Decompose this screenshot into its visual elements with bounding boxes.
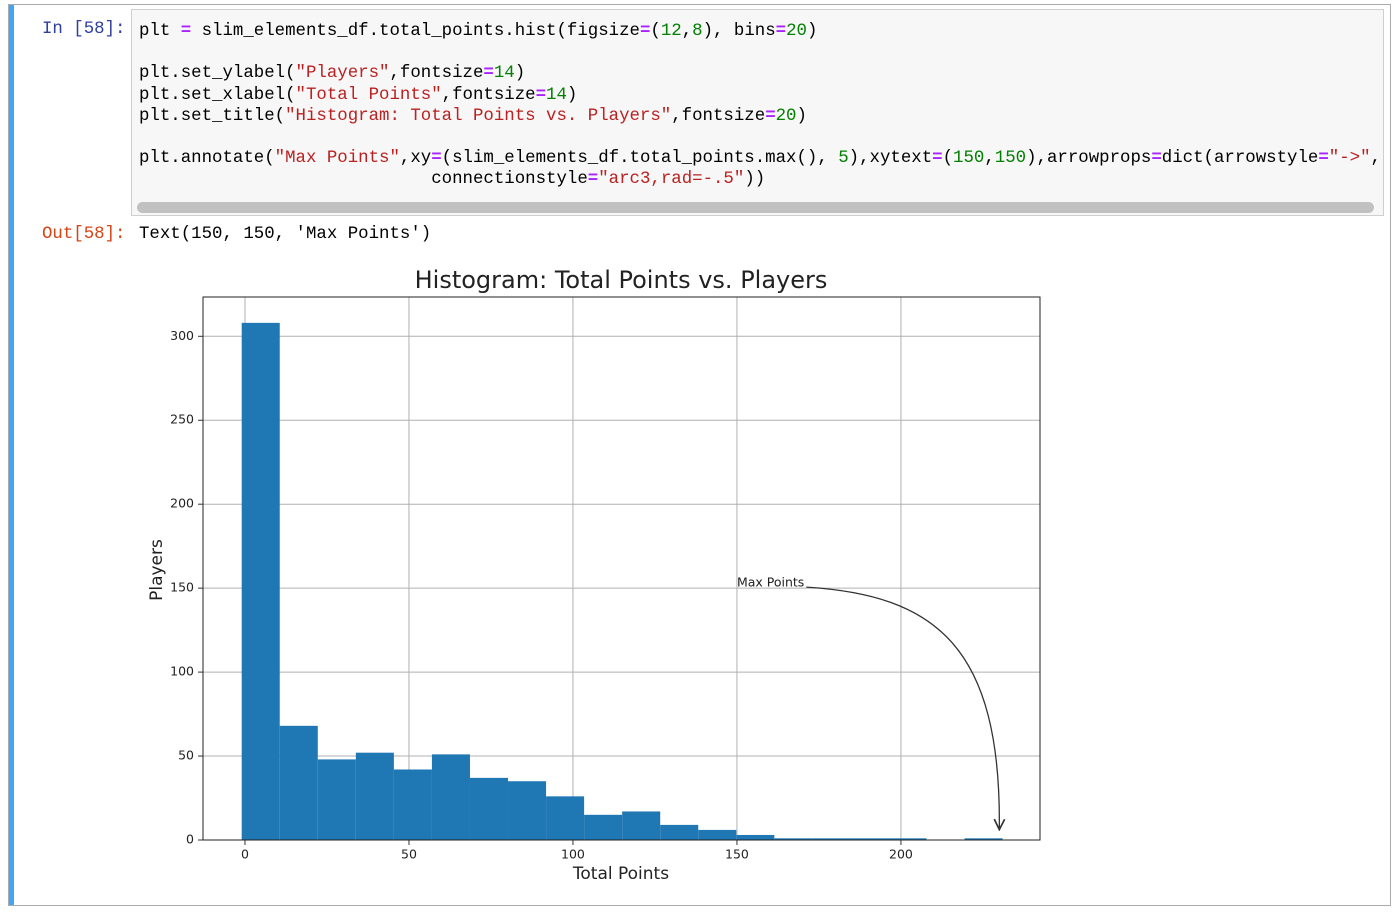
bar: [355, 752, 394, 840]
x-tick-label: 50: [401, 847, 417, 862]
y-tick-label: 100: [170, 664, 194, 679]
notebook-cell: [8, 4, 1391, 906]
bar: [584, 814, 623, 840]
bar: [622, 811, 661, 840]
output-text: Text(150, 150, 'Max Points'): [139, 225, 432, 244]
annotation-arrow: [806, 586, 999, 829]
bar: [431, 754, 470, 840]
bar: [964, 838, 1003, 840]
bar: [660, 824, 699, 840]
y-tick-label: 50: [178, 748, 194, 763]
bar: [469, 777, 509, 840]
x-tick-label: 100: [561, 847, 585, 862]
annotation-text: Max Points: [737, 575, 804, 590]
y-tick-label: 150: [170, 580, 194, 595]
code-line: plt.annotate("Max Points",xy=(slim_eleme…: [139, 149, 1381, 169]
code-line: plt.set_ylabel("Players",fontsize=14): [139, 64, 526, 84]
output-prompt: Out[58]:: [42, 225, 126, 244]
cell-indicator: [8, 4, 14, 906]
code-line: connectionstyle="arc3,rad=-.5")): [139, 170, 766, 190]
y-axis-label: Players: [147, 539, 167, 601]
bar: [546, 796, 585, 840]
bar: [774, 838, 813, 840]
y-tick-label: 200: [170, 496, 194, 511]
bar: [317, 759, 356, 840]
x-tick-label: 0: [241, 847, 249, 862]
code-line: plt.set_xlabel("Total Points",fontsize=1…: [139, 85, 578, 105]
code-line: plt = slim_elements_df.total_points.hist…: [139, 22, 818, 41]
y-tick-label: 0: [186, 832, 194, 847]
bar: [850, 838, 889, 840]
bar: [241, 322, 280, 840]
input-prompt: In [58]:: [42, 20, 126, 39]
scrollbar[interactable]: [137, 202, 1374, 213]
y-tick-label: 300: [170, 328, 194, 343]
code-input[interactable]: plt = slim_elements_df.total_points.hist…: [131, 9, 1384, 216]
x-tick-label: 150: [725, 847, 749, 862]
bar: [888, 838, 927, 840]
bar: [393, 769, 432, 840]
bar: [508, 781, 547, 840]
code-area[interactable]: plt = slim_elements_df.total_points.hist…: [139, 21, 1381, 191]
x-tick-label: 200: [889, 847, 913, 862]
code-line: plt.set_title("Histogram: Total Points v…: [139, 106, 807, 126]
bar: [698, 829, 737, 840]
chart-title: Histogram: Total Points vs. Players: [415, 266, 828, 294]
bar: [736, 834, 775, 840]
y-tick-label: 250: [170, 412, 194, 427]
bar: [812, 838, 851, 840]
plot-frame: [202, 296, 1041, 841]
x-axis-label: Total Points: [572, 864, 669, 884]
bar: [279, 725, 318, 840]
